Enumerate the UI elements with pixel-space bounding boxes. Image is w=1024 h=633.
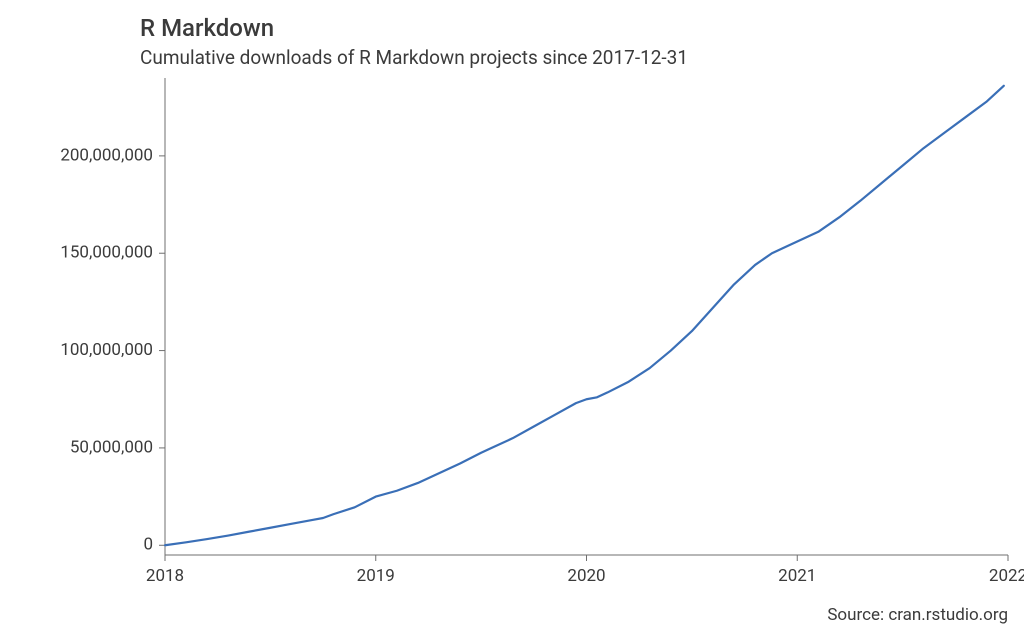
x-tick-label: 2018	[146, 566, 184, 586]
line-chart: 0 50,000,000 100,000,000 150,000,000 200,000…	[0, 0, 1024, 633]
x-tick-label: 2019	[357, 566, 395, 586]
chart-container: R Markdown Cumulative downloads of R Mar…	[0, 0, 1024, 633]
y-tick-label: 200,000,000	[60, 145, 153, 165]
x-tick-label: 2021	[778, 566, 816, 586]
y-tick-label: 0	[143, 535, 153, 555]
y-tick-label: 50,000,000	[70, 437, 153, 457]
y-tick-label: 100,000,000	[60, 340, 153, 360]
series-cumulative-downloads	[165, 86, 1004, 545]
x-tick-label: 2020	[567, 566, 605, 586]
x-tick-label: 2022	[989, 566, 1024, 586]
chart-source-caption: Source: cran.rstudio.org	[0, 605, 1008, 625]
y-tick-label: 150,000,000	[60, 243, 153, 263]
